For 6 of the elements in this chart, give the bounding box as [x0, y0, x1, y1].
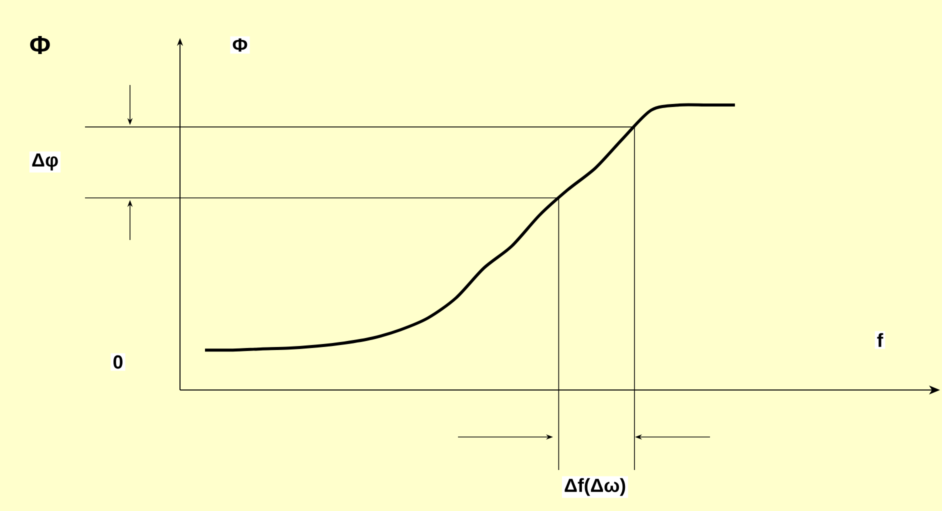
text: Δf(Δω): [564, 478, 626, 496]
text: 0: [113, 355, 122, 369]
y-axis-title: Φ: [232, 38, 248, 52]
chart-title: Φ: [30, 36, 50, 54]
text: Δφ: [32, 154, 58, 170]
text: f: [877, 333, 884, 347]
